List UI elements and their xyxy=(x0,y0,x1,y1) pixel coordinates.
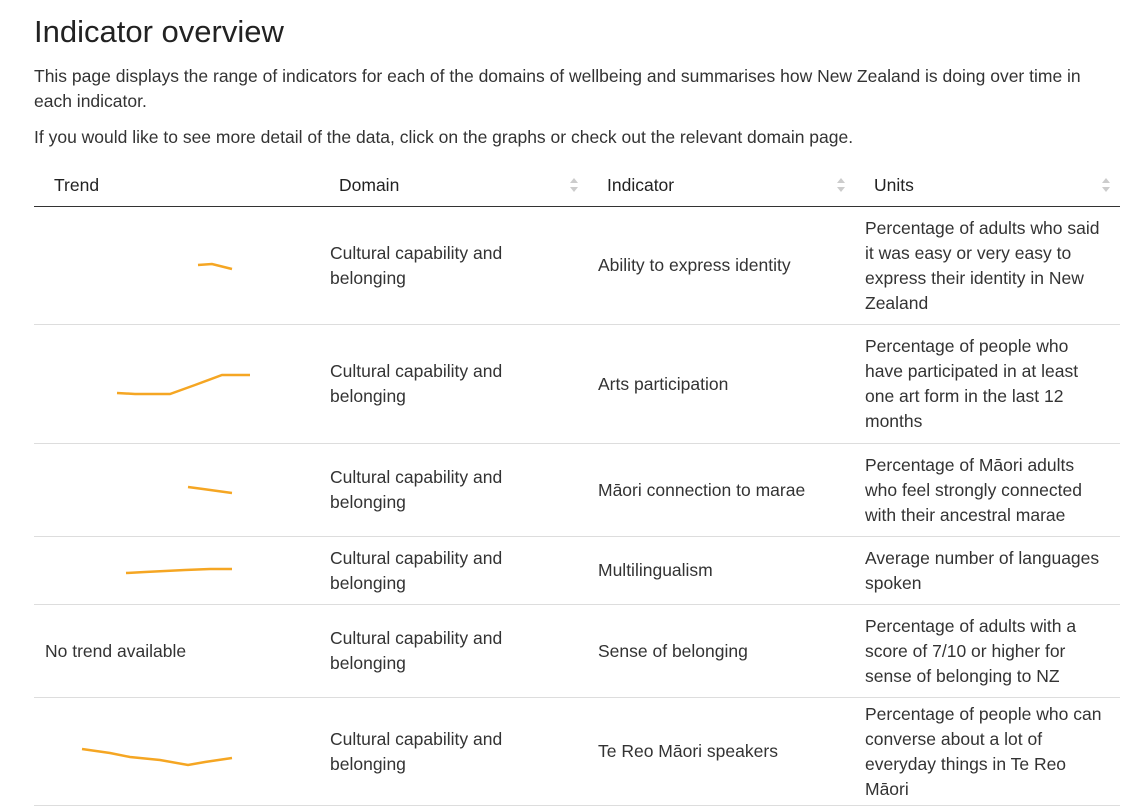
domain-cell: Cultural capability and belonging xyxy=(320,536,588,605)
units-cell: Percentage of people who can converse ab… xyxy=(855,697,1120,806)
column-header[interactable]: Indicator xyxy=(588,164,855,207)
trend-cell[interactable] xyxy=(34,206,320,325)
trend-sparkline[interactable] xyxy=(34,325,320,444)
trend-cell[interactable] xyxy=(34,697,320,806)
indicator-cell: Arts participation xyxy=(588,324,855,444)
trend-text: No trend available xyxy=(45,640,187,661)
sort-icon[interactable] xyxy=(570,177,578,193)
trend-sparkline[interactable] xyxy=(34,537,320,605)
indicator-cell: Te Reo Māori speakers xyxy=(588,697,855,806)
units-cell: Percentage of people who have participat… xyxy=(855,324,1120,444)
indicator-cell: Multilingualism xyxy=(588,536,855,605)
intro-text: This page displays the range of indicato… xyxy=(34,66,1081,111)
indicator-cell: Sense of belonging xyxy=(588,604,855,698)
trend-sparkline[interactable] xyxy=(34,698,320,806)
column-header: Trend xyxy=(34,164,320,207)
table-row: Cultural capability and belonging Arts pa… xyxy=(34,324,1120,444)
table-row: No trend available Cultural capability an… xyxy=(34,604,1120,698)
domain-cell: Cultural capability and belonging xyxy=(320,443,588,537)
units-cell: Average number of languages spoken xyxy=(855,536,1120,605)
table-row: Cultural capability and belonging Te Reo … xyxy=(34,697,1120,806)
trend-sparkline[interactable] xyxy=(34,207,320,325)
column-header[interactable]: Units xyxy=(855,164,1120,207)
trend-cell[interactable]: No trend available xyxy=(34,604,320,698)
domain-cell: Cultural capability and belonging xyxy=(320,697,588,806)
trend-sparkline[interactable] xyxy=(34,444,320,537)
domain-cell: Cultural capability and belonging xyxy=(320,324,588,444)
indicator-table: Trend Domain Indicator Units Cultural capab… xyxy=(34,164,1120,806)
domain-cell: Cultural capability and belonging xyxy=(320,604,588,698)
intro-text: If you would like to see more detail of … xyxy=(34,127,854,147)
domain-cell: Cultural capability and belonging xyxy=(320,206,588,325)
indicator-cell: Ability to express identity xyxy=(588,206,855,325)
trend-cell[interactable] xyxy=(34,443,320,537)
table-row: Cultural capability and belonging Māori c… xyxy=(34,443,1120,537)
column-header[interactable]: Domain xyxy=(320,164,588,207)
units-cell: Percentage of adults who said it was eas… xyxy=(855,206,1120,325)
sort-icon[interactable] xyxy=(1102,177,1110,193)
table-row: Cultural capability and belonging Multili… xyxy=(34,536,1120,605)
units-cell: Percentage of Māori adults who feel stro… xyxy=(855,443,1120,537)
sort-icon[interactable] xyxy=(837,177,845,193)
trend-cell[interactable] xyxy=(34,536,320,605)
trend-cell[interactable] xyxy=(34,324,320,444)
page-title: Indicator overview xyxy=(34,14,284,49)
table-row: Cultural capability and belonging Ability… xyxy=(34,206,1120,325)
units-cell: Percentage of adults with a score of 7/1… xyxy=(855,604,1120,698)
indicator-cell: Māori connection to marae xyxy=(588,443,855,537)
